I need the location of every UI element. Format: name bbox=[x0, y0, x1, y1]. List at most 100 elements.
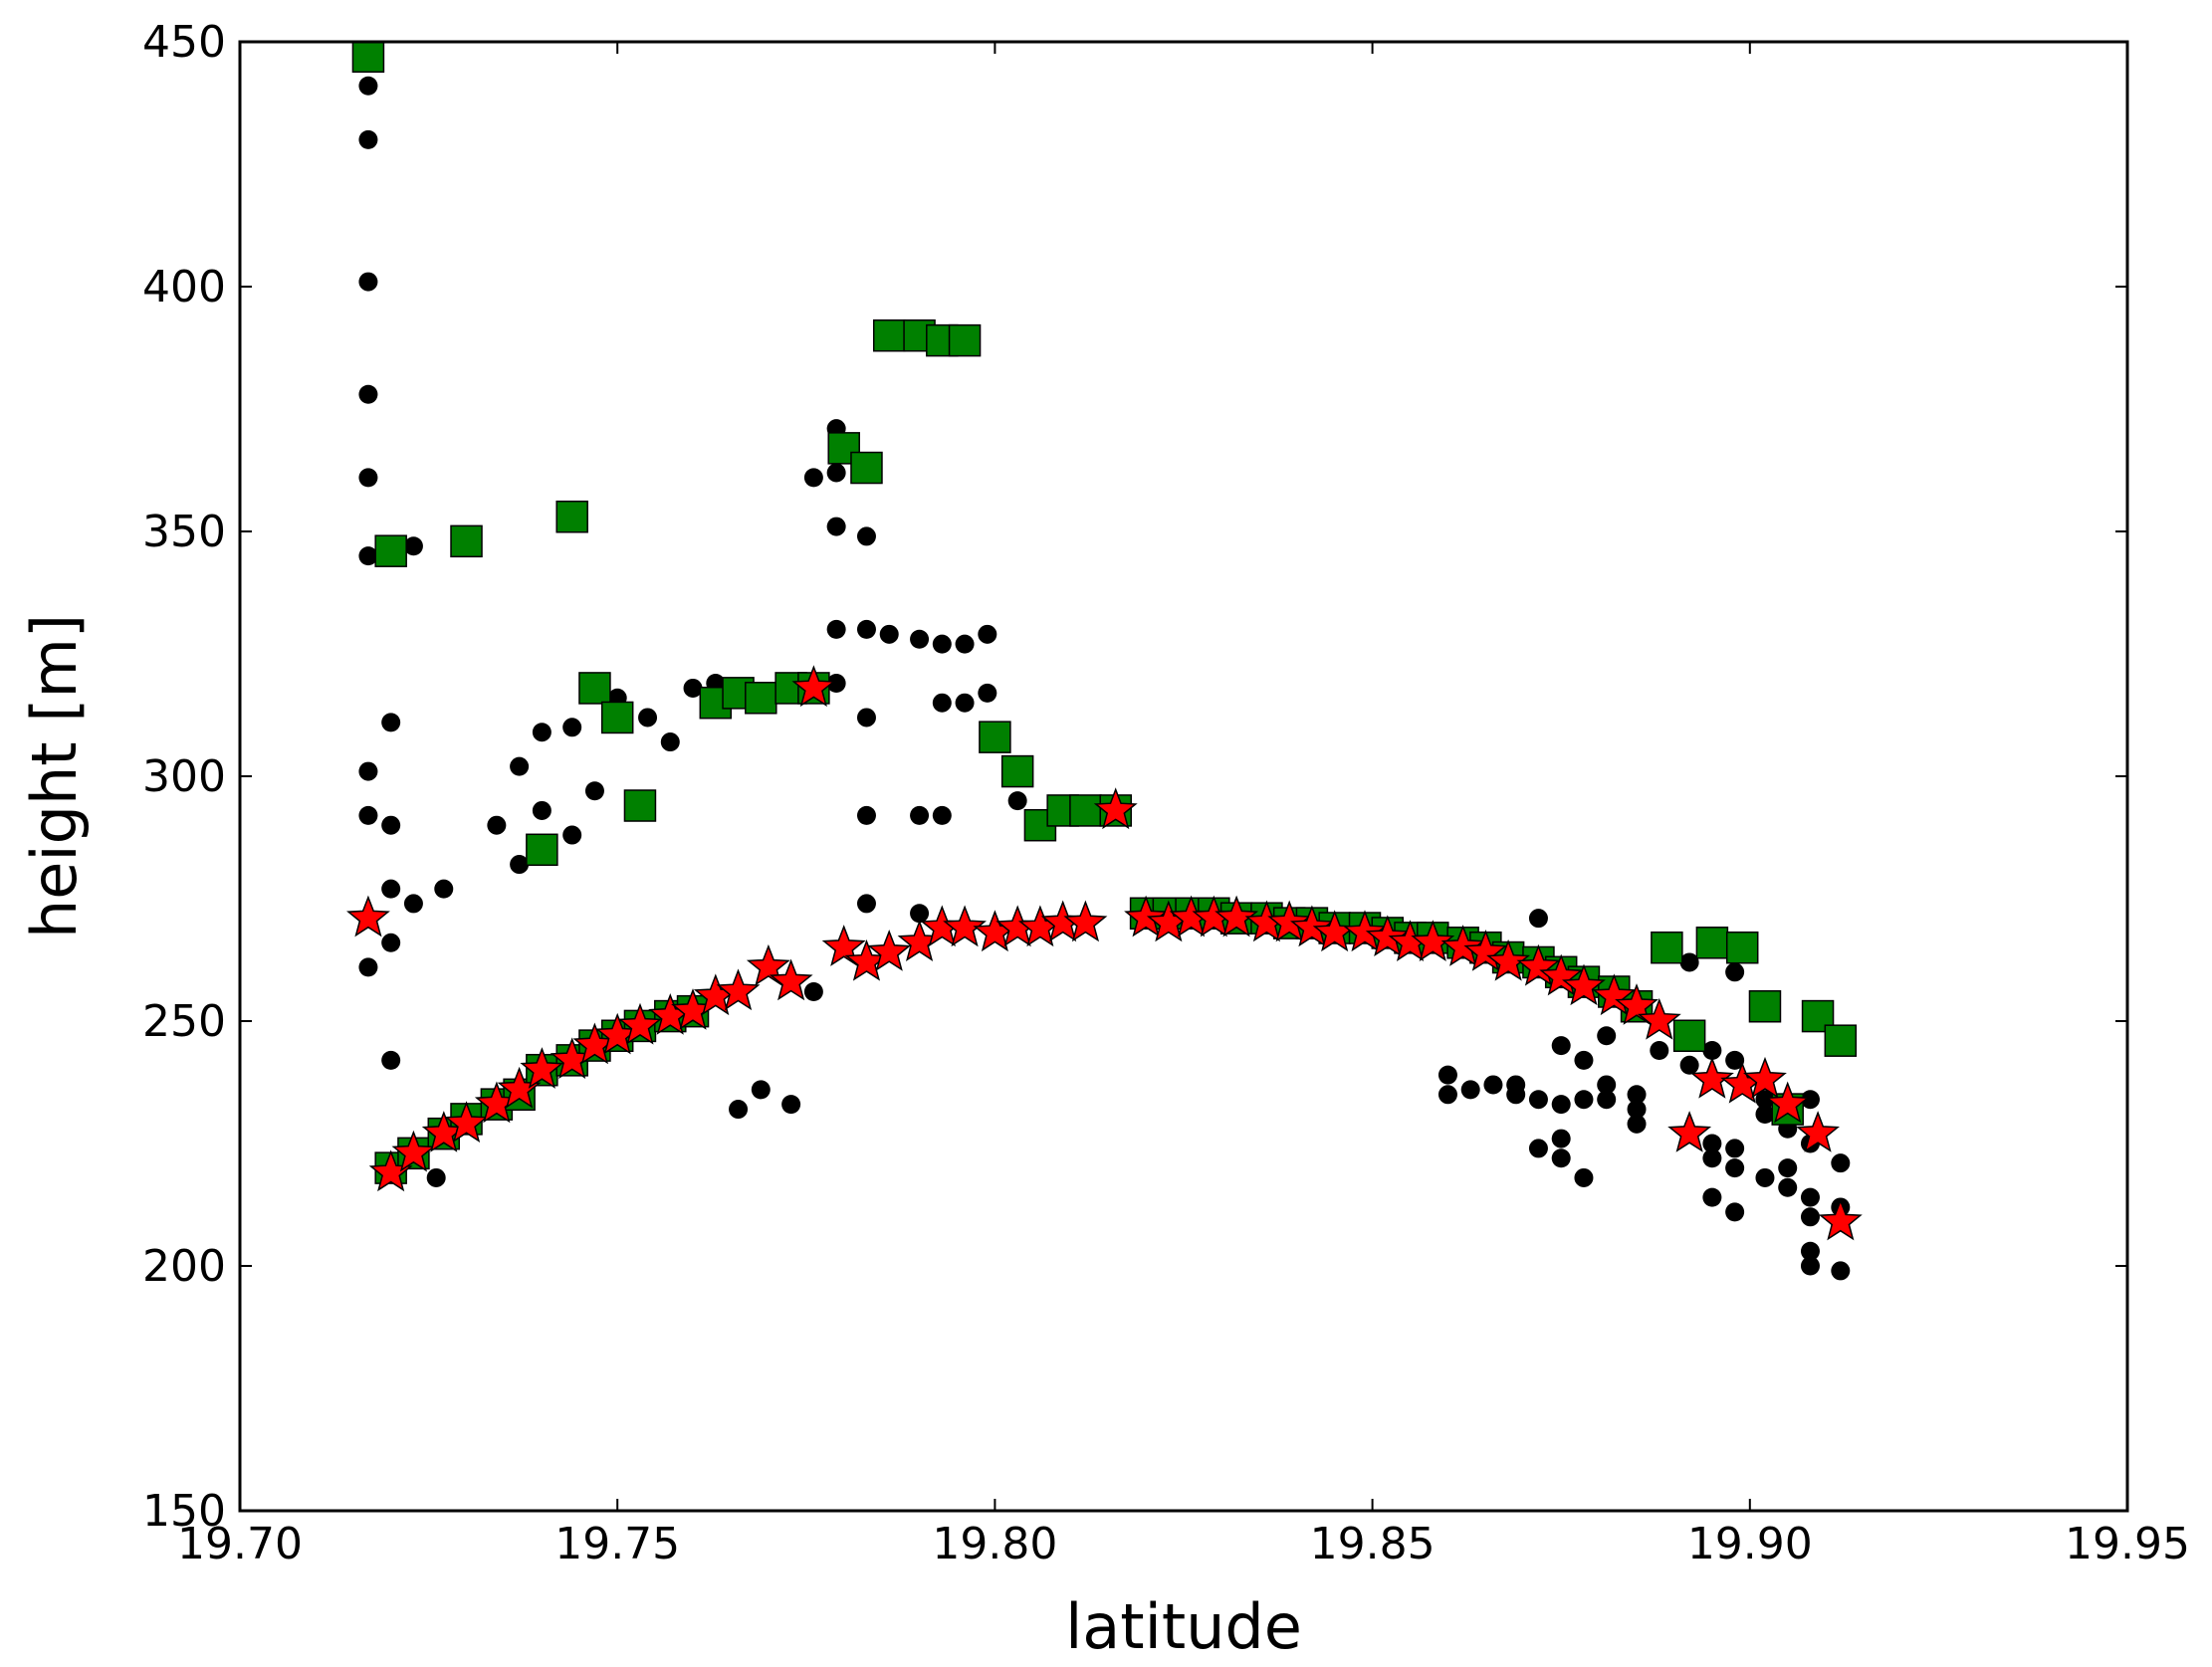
data-point-star bbox=[821, 925, 866, 966]
data-point-circle bbox=[1551, 1036, 1571, 1056]
data-marks bbox=[346, 40, 1863, 1281]
data-point-circle bbox=[856, 526, 876, 546]
data-point-star bbox=[618, 1002, 662, 1045]
plot-background bbox=[240, 42, 2127, 1511]
data-point-circle bbox=[403, 536, 423, 556]
data-point-star bbox=[1765, 1081, 1810, 1124]
x-axis-label: latitude bbox=[1065, 1590, 1302, 1662]
data-point-square bbox=[555, 500, 588, 533]
data-point-circle bbox=[1627, 1085, 1647, 1105]
data-point-circle bbox=[978, 624, 997, 644]
data-point-star bbox=[943, 905, 987, 947]
data-point-circle bbox=[1679, 1055, 1699, 1075]
data-point-circle bbox=[1702, 1148, 1722, 1168]
data-point-circle bbox=[910, 904, 930, 924]
data-point-circle bbox=[910, 805, 930, 825]
data-point-circle bbox=[826, 517, 846, 536]
data-point-circle bbox=[381, 815, 401, 835]
data-point-circle bbox=[1528, 1090, 1548, 1110]
data-point-circle bbox=[978, 683, 997, 703]
data-point-circle bbox=[1725, 962, 1745, 982]
data-point-circle bbox=[381, 933, 401, 952]
data-point-circle bbox=[1597, 1075, 1617, 1095]
data-point-circle bbox=[358, 272, 378, 292]
x-tick-label: 19.95 bbox=[2065, 1519, 2190, 1569]
data-point-square bbox=[1748, 989, 1782, 1023]
data-point-star bbox=[1516, 943, 1561, 986]
data-point-star bbox=[1743, 1056, 1787, 1099]
data-point-circle bbox=[781, 1095, 801, 1115]
data-point-circle bbox=[1460, 1080, 1480, 1100]
y-tick-label: 450 bbox=[142, 17, 226, 68]
y-tick-label: 400 bbox=[142, 262, 226, 313]
data-point-circle bbox=[1551, 1129, 1571, 1148]
data-point-circle bbox=[1800, 1207, 1820, 1227]
data-point-circle bbox=[638, 708, 658, 728]
data-point-circle bbox=[1800, 1241, 1820, 1261]
data-point-circle bbox=[660, 732, 680, 752]
series-circle bbox=[358, 76, 1851, 1281]
data-point-star bbox=[1290, 905, 1334, 947]
data-point-square bbox=[1725, 931, 1759, 964]
data-point-star bbox=[1063, 900, 1108, 942]
data-point-square bbox=[578, 672, 611, 705]
x-tick-label: 19.75 bbox=[554, 1519, 680, 1569]
data-point-circle bbox=[1755, 1167, 1775, 1187]
data-point-circle bbox=[1627, 1100, 1647, 1120]
data-point-square bbox=[374, 534, 407, 567]
data-point-circle bbox=[1597, 1090, 1617, 1110]
data-point-square bbox=[1672, 1019, 1706, 1053]
data-point-square bbox=[850, 451, 883, 485]
y-tick-label: 200 bbox=[142, 1241, 226, 1292]
data-point-star bbox=[346, 895, 390, 938]
data-point-circle bbox=[1778, 1158, 1798, 1178]
data-point-square bbox=[948, 323, 982, 357]
data-point-circle bbox=[358, 468, 378, 488]
data-point-square bbox=[979, 721, 1011, 753]
data-point-circle bbox=[1679, 952, 1699, 972]
data-point-star bbox=[1440, 925, 1485, 966]
data-point-circle bbox=[426, 1167, 446, 1187]
data-point-circle bbox=[381, 1050, 401, 1070]
data-point-circle bbox=[1702, 1134, 1722, 1153]
data-point-star bbox=[391, 1130, 436, 1172]
data-point-square bbox=[1000, 754, 1034, 788]
data-point-circle bbox=[1702, 1187, 1722, 1207]
y-tick-label: 150 bbox=[142, 1486, 226, 1537]
data-point-star bbox=[867, 930, 912, 971]
data-point-star bbox=[1124, 895, 1169, 938]
data-point-circle bbox=[1831, 1261, 1851, 1281]
data-point-circle bbox=[487, 815, 507, 835]
data-point-circle bbox=[1627, 1114, 1647, 1134]
data-point-circle bbox=[856, 619, 876, 639]
data-point-square bbox=[745, 682, 777, 715]
data-point-circle bbox=[358, 76, 378, 96]
data-point-circle bbox=[510, 855, 530, 875]
data-point-circle bbox=[562, 718, 582, 737]
data-point-circle bbox=[1800, 1256, 1820, 1276]
data-point-star bbox=[444, 1101, 489, 1143]
data-point-circle bbox=[1702, 1041, 1722, 1061]
data-point-circle bbox=[584, 781, 604, 801]
data-point-circle bbox=[510, 756, 530, 776]
data-point-circle bbox=[1574, 1050, 1594, 1070]
data-point-square bbox=[1069, 794, 1102, 827]
data-point-circle bbox=[803, 468, 823, 488]
data-point-circle bbox=[1725, 1158, 1745, 1178]
data-point-square bbox=[351, 40, 385, 74]
data-point-star bbox=[1667, 1111, 1712, 1152]
data-point-circle bbox=[358, 129, 378, 149]
data-point-circle bbox=[1831, 1153, 1851, 1173]
data-point-circle bbox=[1483, 1075, 1503, 1095]
data-point-circle bbox=[1574, 1167, 1594, 1187]
data-point-circle bbox=[1755, 1104, 1775, 1124]
data-point-star bbox=[791, 665, 836, 708]
data-point-star bbox=[1562, 963, 1606, 1006]
y-axis-label: height [m] bbox=[18, 614, 91, 938]
x-tick-label: 19.85 bbox=[1310, 1519, 1436, 1569]
data-point-star bbox=[1342, 910, 1387, 952]
data-point-circle bbox=[955, 693, 975, 713]
data-point-square bbox=[872, 318, 906, 352]
